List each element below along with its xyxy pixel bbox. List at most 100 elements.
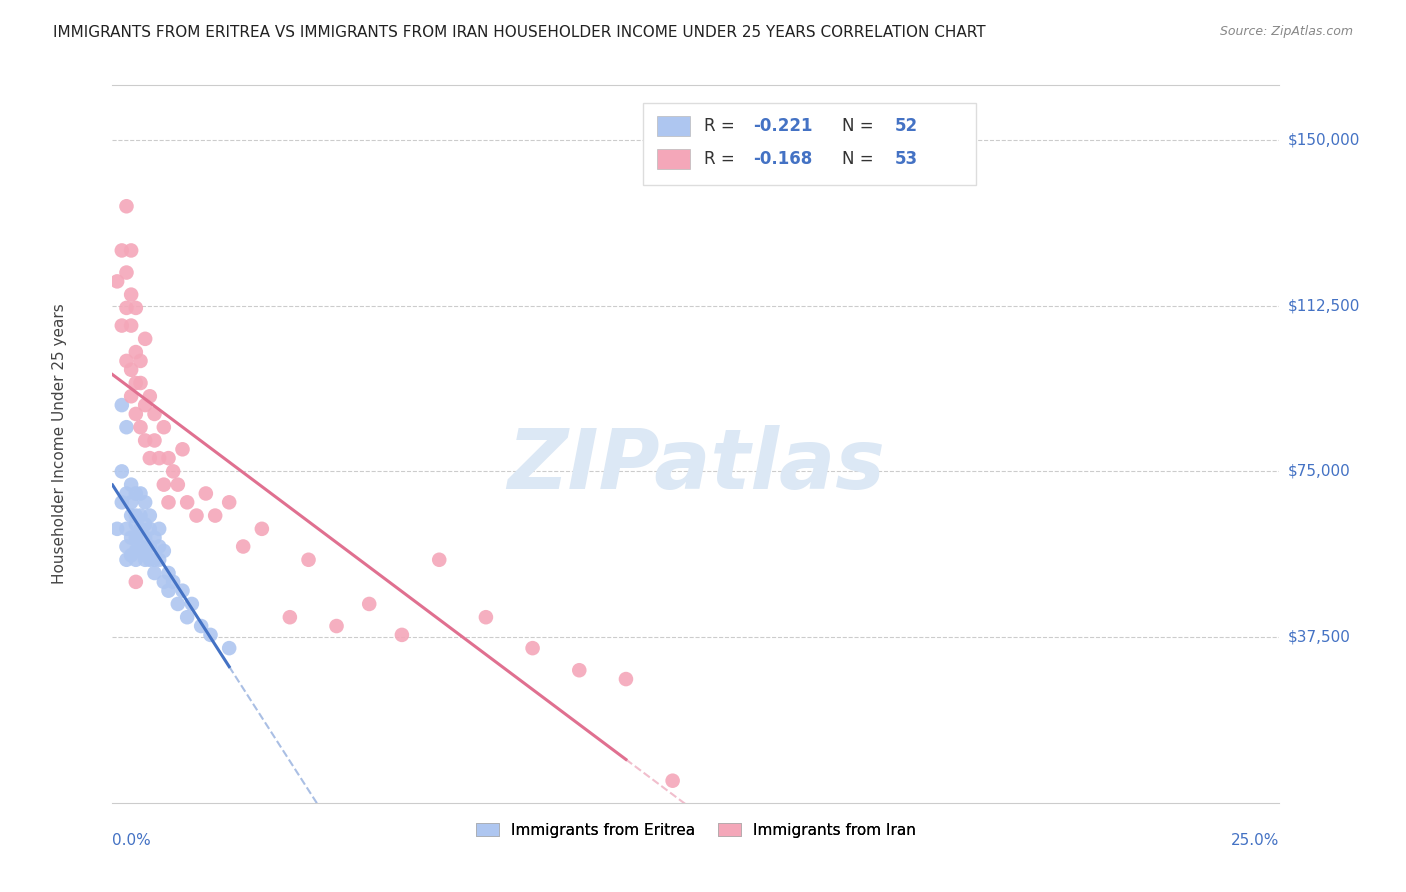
Point bbox=[125, 553, 148, 567]
Point bbox=[120, 287, 142, 301]
Point bbox=[111, 398, 134, 412]
FancyBboxPatch shape bbox=[644, 103, 976, 186]
Point bbox=[172, 583, 194, 598]
Point bbox=[115, 199, 138, 213]
Point bbox=[125, 301, 148, 315]
Point bbox=[661, 773, 683, 788]
Point bbox=[391, 628, 413, 642]
Point bbox=[139, 553, 162, 567]
Text: Source: ZipAtlas.com: Source: ZipAtlas.com bbox=[1219, 25, 1353, 38]
Text: ZIPatlas: ZIPatlas bbox=[508, 425, 884, 506]
Text: 53: 53 bbox=[894, 150, 918, 168]
FancyBboxPatch shape bbox=[658, 149, 690, 169]
Point bbox=[134, 332, 156, 346]
Point bbox=[134, 495, 156, 509]
Point bbox=[522, 641, 544, 656]
Point bbox=[359, 597, 381, 611]
Point bbox=[120, 477, 142, 491]
Text: R =: R = bbox=[704, 150, 740, 168]
Point bbox=[120, 531, 142, 545]
Point bbox=[111, 318, 134, 333]
Point bbox=[115, 553, 138, 567]
Point bbox=[134, 398, 156, 412]
Point bbox=[125, 531, 148, 545]
Point bbox=[125, 486, 148, 500]
Text: 0.0%: 0.0% bbox=[112, 833, 152, 848]
Text: Householder Income Under 25 years: Householder Income Under 25 years bbox=[52, 303, 67, 584]
Point bbox=[148, 522, 170, 536]
Point bbox=[134, 553, 156, 567]
Point bbox=[143, 407, 166, 421]
Point bbox=[125, 376, 148, 390]
Point bbox=[115, 266, 138, 280]
Point bbox=[153, 420, 176, 434]
Point bbox=[115, 522, 138, 536]
Text: $150,000: $150,000 bbox=[1288, 133, 1360, 147]
Point bbox=[134, 544, 156, 558]
Point bbox=[120, 363, 142, 377]
Point bbox=[115, 486, 138, 500]
Point bbox=[105, 522, 128, 536]
Point bbox=[148, 553, 170, 567]
Point bbox=[186, 508, 208, 523]
Legend: Immigrants from Eritrea, Immigrants from Iran: Immigrants from Eritrea, Immigrants from… bbox=[468, 815, 924, 846]
Point bbox=[105, 274, 128, 288]
Point bbox=[180, 597, 202, 611]
Point bbox=[157, 495, 180, 509]
Text: R =: R = bbox=[704, 118, 740, 136]
Text: 25.0%: 25.0% bbox=[1232, 833, 1279, 848]
Point bbox=[568, 663, 591, 677]
Text: 52: 52 bbox=[894, 118, 918, 136]
Point bbox=[129, 486, 152, 500]
Point bbox=[115, 354, 138, 368]
Point bbox=[139, 540, 162, 554]
Point bbox=[157, 566, 180, 580]
Point bbox=[115, 301, 138, 315]
Point bbox=[143, 566, 166, 580]
Point bbox=[120, 244, 142, 258]
Text: $75,000: $75,000 bbox=[1288, 464, 1351, 479]
Point bbox=[134, 531, 156, 545]
Text: N =: N = bbox=[842, 118, 879, 136]
Point bbox=[200, 628, 222, 642]
Point bbox=[157, 451, 180, 466]
Point bbox=[143, 553, 166, 567]
Point bbox=[153, 477, 176, 491]
Point bbox=[125, 544, 148, 558]
Text: $112,500: $112,500 bbox=[1288, 298, 1360, 313]
Point bbox=[139, 508, 162, 523]
Point bbox=[129, 354, 152, 368]
Point bbox=[139, 389, 162, 403]
Text: $37,500: $37,500 bbox=[1288, 630, 1351, 645]
Point bbox=[143, 531, 166, 545]
Point bbox=[129, 508, 152, 523]
Point bbox=[278, 610, 301, 624]
Point bbox=[204, 508, 226, 523]
Text: -0.168: -0.168 bbox=[754, 150, 813, 168]
Point bbox=[129, 522, 152, 536]
Text: IMMIGRANTS FROM ERITREA VS IMMIGRANTS FROM IRAN HOUSEHOLDER INCOME UNDER 25 YEAR: IMMIGRANTS FROM ERITREA VS IMMIGRANTS FR… bbox=[53, 25, 986, 40]
Point bbox=[125, 508, 148, 523]
Point bbox=[176, 610, 198, 624]
Point bbox=[129, 420, 152, 434]
Point bbox=[162, 464, 184, 478]
Point bbox=[194, 486, 217, 500]
Point bbox=[297, 553, 319, 567]
Point bbox=[111, 464, 134, 478]
Point bbox=[153, 574, 176, 589]
Point bbox=[120, 508, 142, 523]
Point bbox=[153, 544, 176, 558]
Point bbox=[129, 544, 152, 558]
Point bbox=[166, 477, 188, 491]
Point bbox=[139, 522, 162, 536]
Point bbox=[427, 553, 450, 567]
Point bbox=[190, 619, 212, 633]
Point bbox=[176, 495, 198, 509]
Point bbox=[172, 442, 194, 457]
FancyBboxPatch shape bbox=[658, 116, 690, 136]
Point bbox=[139, 451, 162, 466]
Point bbox=[325, 619, 347, 633]
Point bbox=[115, 540, 138, 554]
Point bbox=[125, 517, 148, 532]
Point bbox=[614, 672, 637, 686]
